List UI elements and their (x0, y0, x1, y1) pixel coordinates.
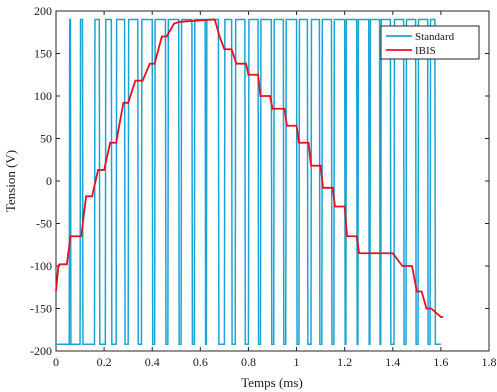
y-tick-label: 150 (34, 47, 52, 61)
series-line-ibis (55, 18, 444, 318)
x-axis-label: Temps (ms) (241, 375, 303, 390)
y-tick-label: 0 (46, 174, 52, 188)
legend-label-standard: Standard (415, 31, 455, 43)
series-layer (55, 18, 444, 345)
y-tick-label: -50 (36, 217, 52, 231)
x-tick-label: 0.4 (145, 355, 160, 369)
y-tick-label: -200 (30, 344, 52, 358)
x-axis: 0 0.2 0.4 0.6 0.8 1 1.2 1.4 1.6 1.8 (53, 11, 497, 369)
x-tick-label: 1.8 (482, 355, 497, 369)
x-tick-label: 1.6 (433, 355, 448, 369)
y-axis-label: Tension (V) (3, 150, 18, 212)
y-tick-label: 50 (40, 132, 52, 146)
y-tick-label: -150 (30, 302, 52, 316)
x-tick-label: 0.6 (193, 355, 208, 369)
x-tick-label: 0 (53, 355, 59, 369)
series-line-standard (56, 18, 441, 345)
y-tick-label: -100 (30, 259, 52, 273)
y-tick-label: 100 (34, 89, 52, 103)
y-tick-label: 200 (34, 4, 52, 18)
x-tick-label: 0.2 (97, 355, 112, 369)
x-tick-label: 1 (294, 355, 300, 369)
legend: Standard IBIS (380, 25, 480, 60)
y-axis: -200 -150 -100 -50 0 50 100 150 200 (30, 4, 489, 358)
x-tick-label: 0.8 (241, 355, 256, 369)
legend-box (380, 25, 480, 60)
x-tick-label: 1.4 (385, 355, 400, 369)
legend-label-ibis: IBIS (415, 45, 436, 57)
x-tick-label: 1.2 (337, 355, 352, 369)
